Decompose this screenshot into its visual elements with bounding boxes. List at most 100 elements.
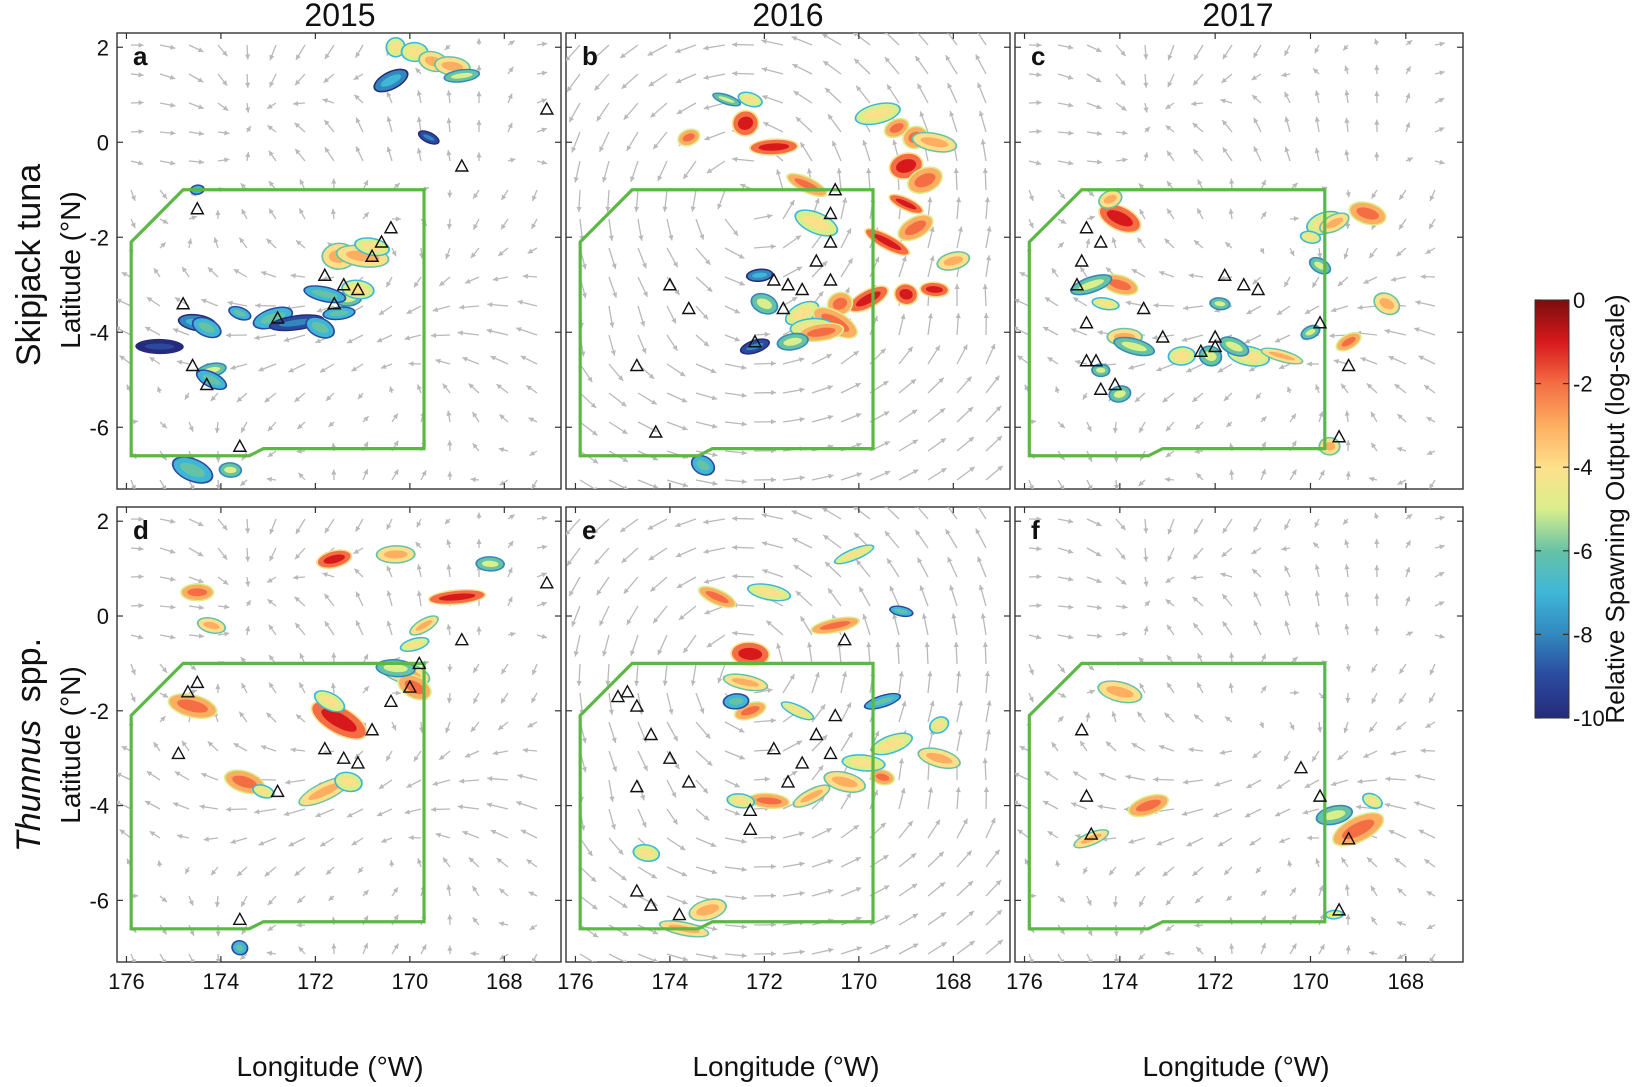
current-arrowhead — [1165, 899, 1172, 906]
current-arrowhead — [121, 746, 128, 751]
station-marker — [643, 897, 659, 911]
current-arrowhead — [825, 561, 831, 568]
current-arrowhead — [623, 485, 628, 489]
current-arrowhead — [703, 548, 709, 554]
current-arrowhead — [962, 818, 968, 825]
current-arrowhead — [882, 381, 889, 386]
current-arrowhead — [821, 261, 828, 267]
current-arrowhead — [1183, 305, 1189, 311]
current-arrowhead — [1165, 425, 1172, 432]
current-arrowhead — [245, 626, 251, 632]
current-arrowhead — [222, 524, 228, 531]
current-arrowhead — [770, 477, 776, 483]
current-arrowhead — [1252, 95, 1258, 101]
station-marker — [1079, 220, 1094, 234]
current-arrowhead — [1274, 337, 1281, 343]
current-arrowhead — [395, 690, 401, 696]
current-arrowhead — [1345, 945, 1351, 951]
current-arrowhead — [351, 366, 358, 372]
current-arrowhead — [145, 326, 151, 332]
current-arrowhead — [499, 414, 505, 420]
current-arrowhead — [977, 82, 983, 89]
current-arrowhead — [1067, 548, 1074, 554]
current-arrowhead — [1261, 685, 1267, 692]
current-arrowhead — [462, 356, 468, 362]
current-arrowhead — [650, 586, 656, 592]
current-arrowhead — [1028, 669, 1034, 675]
current-arrowhead — [1396, 447, 1403, 452]
current-arrowhead — [710, 368, 717, 374]
current-arrowhead — [712, 954, 718, 960]
station-marker — [1331, 429, 1347, 443]
current-arrowhead — [762, 569, 768, 574]
current-arrowhead — [295, 79, 301, 86]
spawning-patch-core — [871, 697, 894, 706]
current-arrowhead — [915, 529, 921, 536]
current-arrowhead — [529, 924, 536, 930]
current-arrowhead — [1058, 242, 1064, 248]
current-arrowhead — [1085, 238, 1091, 245]
current-arrowhead — [1088, 664, 1095, 671]
panel-frame-e — [565, 506, 1011, 963]
station-marker — [190, 674, 205, 689]
current-arrowhead — [507, 122, 513, 129]
current-arrowhead — [974, 501, 979, 507]
current-arrowhead — [416, 148, 422, 154]
current-arrowhead — [170, 160, 176, 166]
current-arrowhead — [490, 829, 497, 835]
current-arrowhead — [1096, 604, 1103, 611]
current-arrow — [579, 479, 597, 489]
current-arrowhead — [799, 387, 805, 393]
current-arrowhead — [938, 851, 944, 858]
current-arrowhead — [1197, 653, 1203, 659]
current-arrowhead — [170, 102, 176, 108]
current-arrowhead — [703, 815, 710, 821]
current-arrowhead — [1319, 914, 1325, 920]
current-arrowhead — [1137, 711, 1143, 718]
current-arrowhead — [962, 344, 968, 351]
current-arrowhead — [1036, 574, 1042, 580]
current-arrowhead — [967, 406, 974, 413]
current-arrowhead — [732, 41, 738, 48]
current-arrowhead — [602, 176, 608, 183]
current-arrowhead — [236, 870, 243, 877]
current-arrowhead — [612, 292, 618, 298]
current-arrowhead — [1054, 386, 1060, 392]
current-arrowhead — [528, 417, 535, 423]
panel-letter-c: c — [1031, 41, 1045, 71]
current-arrowhead — [1399, 194, 1405, 200]
current-arrowhead — [1152, 334, 1158, 341]
x-tick-label: 172 — [746, 969, 783, 994]
current-arrowhead — [1418, 355, 1425, 361]
current-arrowhead — [296, 922, 302, 928]
current-arrowhead — [531, 669, 537, 676]
current-arrowhead — [1226, 421, 1232, 427]
current-arrowhead — [1015, 772, 1020, 778]
current-arrowhead — [994, 849, 1000, 856]
current-arrowhead — [823, 61, 829, 67]
station-marker — [350, 755, 366, 769]
current-arrowhead — [1088, 191, 1095, 197]
current-arrowhead — [241, 209, 247, 215]
current-arrowhead — [444, 518, 451, 525]
current-arrowhead — [1217, 841, 1224, 847]
y-tick-label: 2 — [97, 509, 109, 534]
current-arrowhead — [137, 160, 144, 166]
current-arrowhead — [404, 809, 411, 815]
current-arrowhead — [442, 383, 448, 390]
spawning-patch-core — [783, 337, 802, 346]
current-arrowhead — [712, 926, 718, 932]
current-arrowhead — [295, 622, 301, 629]
spawning-patch-core — [863, 108, 892, 120]
current-arrowhead — [791, 36, 798, 42]
current-arrowhead — [1131, 269, 1138, 274]
current-arrowhead — [621, 902, 628, 908]
panel-letter-d: d — [133, 515, 149, 545]
spawning-patch-core — [235, 944, 244, 951]
current-arrowhead — [855, 887, 862, 892]
current-arrowhead — [527, 248, 534, 254]
current-arrowhead — [244, 556, 251, 562]
current-arrowhead — [1344, 591, 1350, 598]
current-arrowhead — [1425, 722, 1432, 728]
current-arrowhead — [1345, 192, 1351, 198]
